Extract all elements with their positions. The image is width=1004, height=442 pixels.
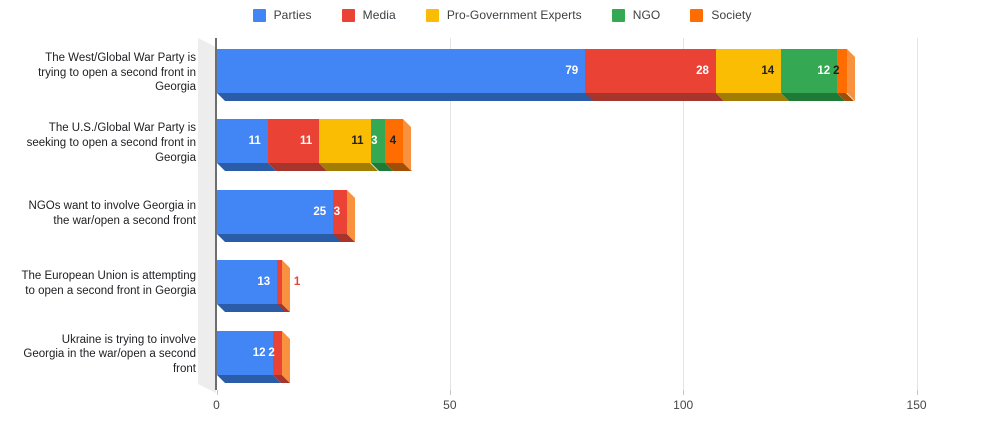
category-label: Ukraine is trying to involve Georgia in … (23, 333, 196, 375)
legend-item-label: Society (711, 8, 752, 22)
category-label: The U.S./Global War Party is seeking to … (26, 122, 196, 164)
x-axis-tick (683, 390, 685, 395)
bar-segment-media[interactable] (333, 189, 348, 234)
x-axis-tick-label: 0 (213, 398, 220, 412)
bar-segment-bevel-parties (216, 93, 594, 101)
bar-segment-pro-government-experts[interactable] (715, 49, 782, 93)
x-axis-tick-label: 50 (443, 398, 457, 412)
bar-end-cap (403, 119, 412, 172)
bar-segment-pro-government-experts[interactable] (319, 119, 371, 164)
legend-item-ngo[interactable]: NGO (611, 8, 661, 22)
x-axis-tick (216, 390, 218, 395)
x-gridline (916, 38, 918, 390)
x-axis-tick (449, 390, 451, 395)
legend-swatch-icon (425, 8, 439, 22)
legend-item-pro-government-experts[interactable]: Pro-Government Experts (425, 8, 582, 22)
bar-end-cap (846, 49, 855, 101)
category-label: The European Union is attempting to open… (21, 270, 196, 298)
x-axis-tick-label: 150 (906, 398, 927, 412)
bar-segment-bevel-parties (216, 163, 276, 172)
category-label: The West/Global War Party is trying to o… (38, 51, 196, 94)
y-axis-baseline (215, 38, 217, 390)
bar-segment-ngo[interactable] (781, 49, 838, 93)
legend-swatch-icon (252, 8, 266, 22)
bar-segment-bevel-pro-government-experts (319, 163, 379, 172)
legend-swatch-icon (341, 8, 355, 22)
bar-segment-bevel-parties (216, 374, 281, 383)
chart-legend: Parties Media Pro-Government Experts NGO Soc… (0, 8, 1004, 22)
x-gridline (683, 38, 685, 390)
legend-item-label: Pro-Government Experts (446, 8, 582, 22)
legend-item-parties[interactable]: Parties (252, 8, 312, 22)
bar-segment-parties[interactable] (216, 330, 273, 375)
bar-end-cap (281, 330, 290, 383)
bar-segment-bevel-parties (216, 233, 342, 242)
bar-segment-media[interactable] (277, 260, 282, 305)
bar-end-cap (281, 260, 290, 313)
bar-segment-parties[interactable] (216, 49, 586, 93)
bar-segment-bevel-ngo (781, 93, 846, 101)
legend-item-media[interactable]: Media (341, 8, 396, 22)
category-label: NGOs want to involve Georgia in the war/… (28, 200, 196, 227)
bar-segment-society[interactable] (837, 49, 847, 93)
bar-segment-bevel-parties (216, 304, 286, 313)
bar-segment-parties[interactable] (216, 260, 278, 305)
bar-segment-bevel-pro-government-experts (715, 93, 790, 101)
legend-item-label: Media (362, 8, 396, 22)
bar-segment-media[interactable] (267, 119, 320, 164)
x-axis-tick (916, 390, 918, 395)
bar-end-cap (347, 189, 356, 242)
bar-segment-bevel-media (267, 163, 328, 172)
bar-segment-media[interactable] (585, 49, 716, 93)
bar-segment-media[interactable] (272, 330, 282, 375)
legend-item-society[interactable]: Society (690, 8, 751, 22)
legend-item-label: NGO (632, 8, 661, 22)
axis-3d-wall (198, 38, 216, 393)
legend-item-label: Parties (273, 8, 312, 22)
legend-swatch-icon (690, 8, 704, 22)
x-axis-tick-label: 100 (673, 398, 694, 412)
x-gridline (449, 38, 451, 390)
bar-value-label-outside: 1 (293, 276, 301, 289)
bar-segment-parties[interactable] (216, 189, 334, 234)
legend-swatch-icon (611, 8, 625, 22)
bar-segment-society[interactable] (384, 119, 404, 164)
bar-segment-bevel-media (585, 93, 724, 101)
bar-segment-parties[interactable] (216, 119, 268, 164)
bar-segment-ngo[interactable] (370, 119, 385, 164)
